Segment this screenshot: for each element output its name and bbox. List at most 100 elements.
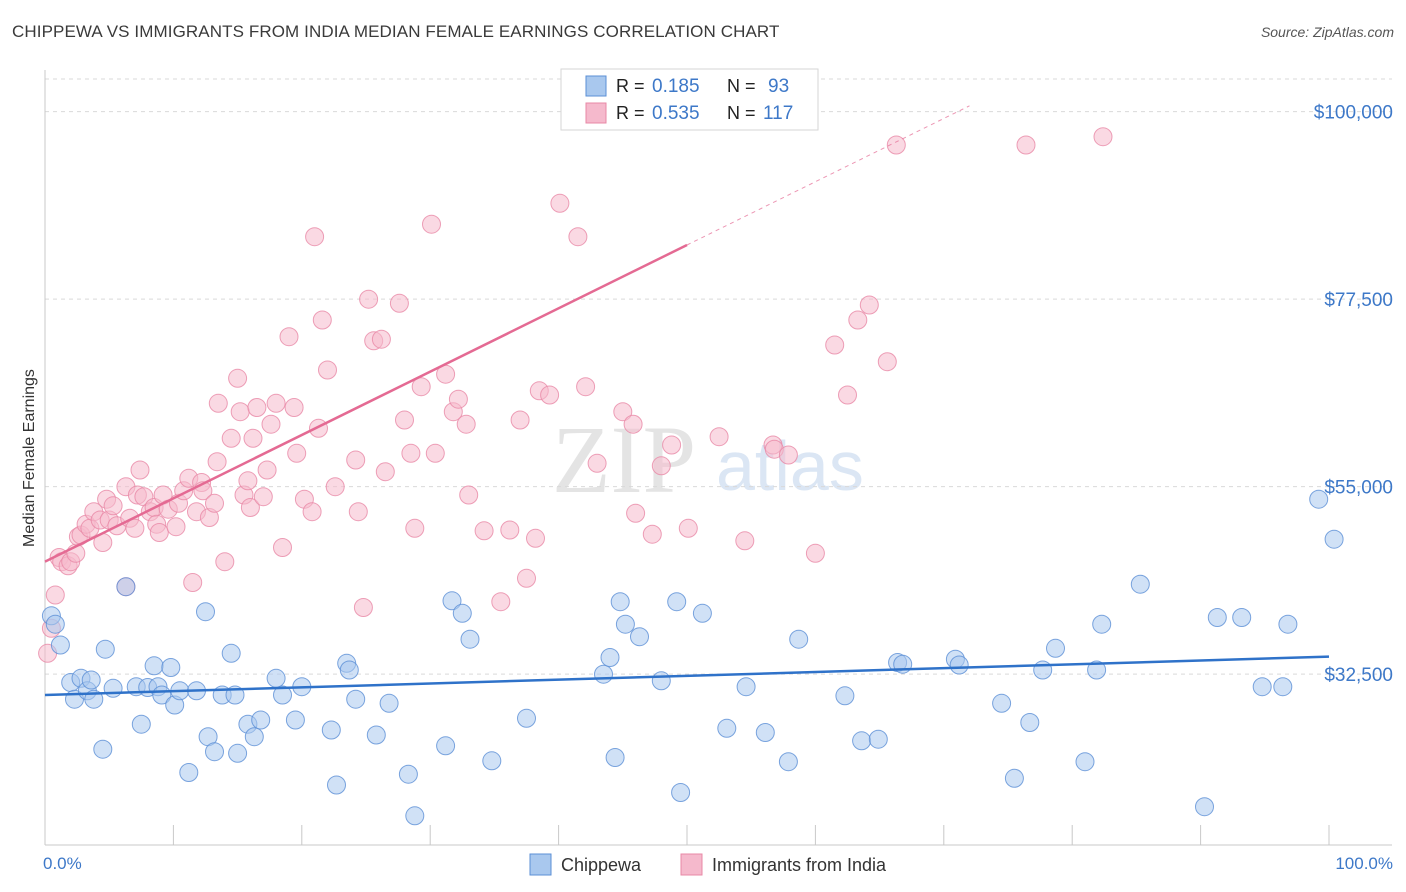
india-point-96: [568, 227, 588, 247]
chippewa-point-68: [835, 686, 855, 706]
india-point-77: [401, 443, 421, 463]
chippewa-points: [41, 489, 1344, 826]
india-point-107: [735, 531, 755, 551]
india-point-71: [359, 289, 379, 309]
india-point-94: [540, 385, 560, 405]
legend-swatch-india: [585, 102, 607, 124]
india-point-44: [215, 552, 235, 572]
india-point-100: [623, 414, 643, 434]
india-point-106: [709, 427, 729, 447]
india-point-111: [805, 543, 825, 563]
india-point-56: [266, 393, 286, 413]
chippewa-point-36: [285, 710, 305, 730]
india-point-80: [422, 214, 441, 234]
india-trend-line: [44, 243, 688, 563]
chippewa-point-89: [1278, 614, 1298, 634]
y-axis-label: Median Female Earnings: [21, 369, 38, 547]
chippewa-point-49: [452, 603, 472, 623]
chippewa-point-82: [1092, 614, 1112, 634]
series-legend: Chippewa Immigrants from India: [529, 853, 887, 876]
chippewa-point-19: [161, 658, 181, 677]
trend-lines: [44, 105, 1330, 697]
chippewa-point-51: [482, 751, 502, 771]
india-point-43: [208, 393, 228, 413]
chippewa-point-81: [1087, 660, 1107, 680]
chippewa-point-30: [228, 743, 248, 763]
india-point-73: [371, 329, 391, 349]
india-point-110: [778, 445, 798, 465]
source-credit: Source: ZipAtlas.com: [1260, 24, 1394, 40]
india-point-90: [510, 410, 530, 430]
stats-legend: R = 0.185 N = 93 R = 0.535 N = 117: [560, 68, 819, 131]
chippewa-point-88: [1273, 677, 1293, 697]
india-point-99: [613, 402, 633, 422]
chippewa-point-44: [379, 693, 399, 713]
india-point-42: [207, 452, 227, 472]
india-point-118: [1016, 135, 1036, 155]
chippewa-point-54: [600, 648, 620, 667]
chippewa-point-60: [667, 592, 687, 612]
legend-n-label-india: N =: [727, 103, 756, 123]
india-point-68: [346, 450, 366, 470]
chippewa-point-66: [778, 752, 798, 772]
chippewa-point-12: [116, 577, 136, 597]
india-points: [38, 127, 1113, 663]
chippewa-point-64: [736, 677, 756, 697]
india-point-75: [389, 293, 409, 313]
india-point-81: [425, 443, 445, 463]
chippewa-point-76: [1004, 768, 1024, 788]
chippewa-point-58: [630, 627, 649, 647]
chippewa-point-28: [221, 643, 241, 663]
india-point-91: [517, 568, 536, 588]
india-point-76: [395, 410, 414, 430]
legend-swatch-chippewa: [585, 75, 607, 97]
india-point-63: [305, 227, 325, 247]
india-point-119: [1093, 127, 1113, 147]
chippewa-point-41: [339, 660, 359, 680]
chippewa-point-1: [45, 614, 65, 634]
series-legend-label-chippewa: Chippewa: [561, 855, 642, 875]
chippewa-point-75: [992, 693, 1012, 713]
chippewa-point-67: [789, 629, 809, 649]
india-point-102: [642, 524, 662, 544]
watermark-atlas: atlas: [716, 427, 864, 505]
chippewa-point-43: [366, 725, 386, 745]
chippewa-point-2: [50, 635, 70, 655]
chippewa-point-85: [1207, 608, 1227, 627]
india-point-66: [318, 360, 337, 380]
chippewa-point-16: [144, 656, 164, 676]
chippewa-point-59: [651, 671, 671, 691]
india-point-69: [348, 502, 368, 522]
india-point-36: [183, 573, 203, 592]
chart-title: CHIPPEWA VS IMMIGRANTS FROM INDIA MEDIAN…: [12, 22, 780, 41]
chippewa-point-56: [610, 592, 630, 612]
chippewa-point-9: [93, 739, 113, 759]
india-point-65: [312, 310, 332, 330]
chippewa-point-80: [1075, 752, 1095, 772]
y-tick-label-2: $77,500: [1324, 290, 1393, 311]
chippewa-point-39: [327, 775, 346, 795]
india-point-70: [353, 598, 373, 617]
y-tick-label-3: $100,000: [1314, 103, 1393, 124]
india-point-53: [253, 487, 273, 507]
chippewa-point-33: [251, 710, 271, 730]
chippewa-point-55: [605, 748, 625, 767]
chippewa-point-42: [346, 689, 366, 709]
chippewa-point-78: [1033, 660, 1053, 680]
chippewa-point-65: [755, 723, 775, 742]
india-point-29: [149, 523, 169, 542]
india-point-58: [279, 327, 299, 347]
series-legend-swatch-chippewa: [529, 853, 552, 876]
chippewa-point-26: [205, 742, 224, 762]
grid-lines: [45, 78, 1392, 675]
series-legend-label-india: Immigrants from India: [712, 855, 887, 875]
chippewa-point-38: [321, 720, 341, 740]
chippewa-point-35: [273, 685, 292, 705]
india-point-87: [474, 521, 494, 541]
india-point-47: [230, 402, 250, 422]
india-point-117: [886, 135, 906, 155]
legend-r-label-india: R =: [616, 103, 645, 123]
chippewa-point-45: [398, 764, 418, 784]
india-point-50: [240, 498, 260, 517]
